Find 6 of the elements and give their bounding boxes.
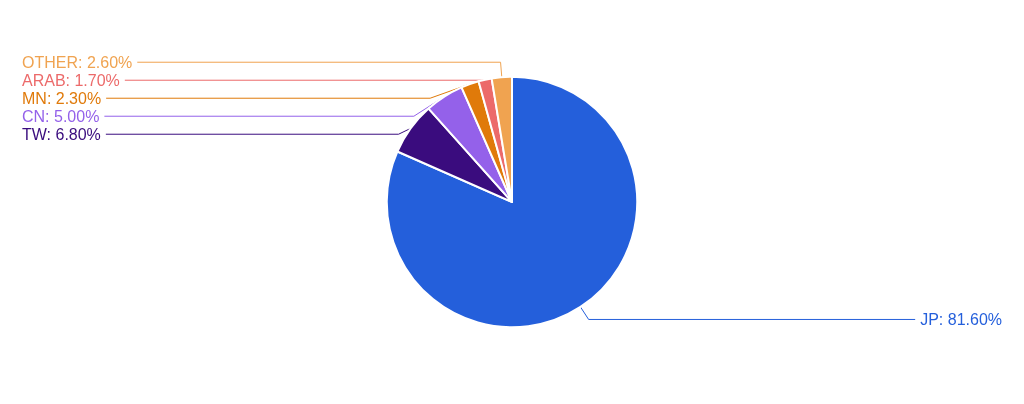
slice-label: TW: 6.80% — [22, 125, 101, 143]
slice-label: CN: 5.00% — [22, 107, 100, 125]
slice-label: OTHER: 2.60% — [22, 53, 133, 71]
slice-label: MN: 2.30% — [22, 89, 102, 107]
slice-label: JP: 81.60% — [920, 310, 1002, 328]
slice-label: ARAB: 1.70% — [22, 71, 120, 89]
